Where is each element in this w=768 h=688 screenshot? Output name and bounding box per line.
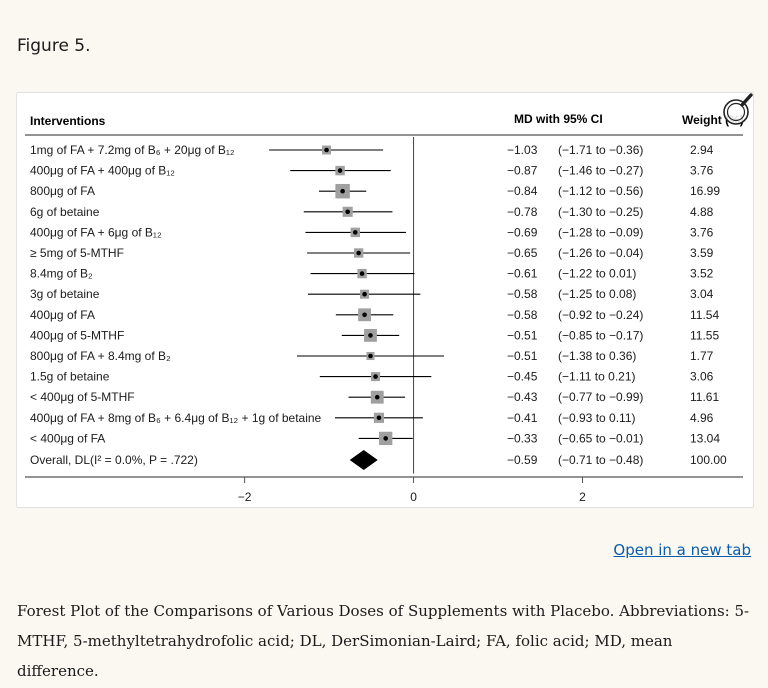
ci-value: (−1.46 to −0.27) [558,164,643,178]
point-estimate [337,168,343,173]
overall-ci-value: (−0.71 to −0.48) [558,453,643,467]
ci-value: (−1.22 to 0.01) [558,267,636,281]
row-label: 400μg of FA + 8mg of B₆ + 6.4μg of B₁₂ +… [30,411,322,425]
row-label: 1mg of FA + 7.2mg of B₆ + 20μg of B₁₂ [30,143,235,157]
ci-value: (−1.12 to −0.56) [558,184,643,198]
ci-value: (−1.30 to −0.25) [558,205,643,219]
x-tick-label: −2 [238,490,252,504]
row-label: 400μg of 5-MTHF [30,328,124,342]
open-in-new-tab-link[interactable]: Open in a new tab [613,541,751,559]
overall-diamond [349,450,378,470]
point-estimate [359,271,365,276]
point-estimate [373,374,378,379]
point-estimate [383,436,388,441]
ci-value: (−0.65 to −0.01) [558,431,643,445]
row-label: < 400μg of FA [30,431,105,445]
overall-weight-value: 100.00 [690,453,727,467]
ci-value: (−1.11 to 0.21) [558,370,636,384]
weight-value: 11.55 [690,328,719,342]
md-value: −0.84 [507,184,538,198]
md-value: −1.03 [507,143,538,157]
md-value: −0.61 [507,267,538,281]
weight-value: 4.88 [690,205,714,219]
overall-label: Overall, DL(I² = 0.0%, P = .722) [30,453,198,467]
row-label: 800μg of FA + 8.4mg of B₂ [30,349,171,363]
md-value: −0.51 [507,349,538,363]
md-value: −0.58 [507,308,538,322]
row-label: 1.5g of betaine [30,370,110,384]
md-value: −0.51 [507,328,538,342]
row-label: 400μg of FA [30,308,95,322]
weight-value: 13.04 [690,431,720,445]
md-value: −0.43 [507,390,538,404]
ci-value: (−0.93 to 0.11) [558,411,636,425]
ci-value: (−0.77 to −0.99) [558,390,643,404]
point-estimate [324,147,329,153]
weight-value: 3.04 [690,287,714,301]
ci-value: (−0.85 to −0.17) [558,328,643,342]
weight-value: 3.76 [690,164,714,178]
md-value: −0.78 [507,205,538,219]
row-label: 8.4mg of B₂ [30,267,93,281]
point-estimate [368,353,373,359]
weight-value: 1.77 [690,349,714,363]
point-estimate [374,394,380,400]
row-label: 800μg of FA [30,184,95,198]
ci-value: (−1.26 to −0.04) [558,246,643,260]
point-estimate [340,188,345,194]
figure-title: Figure 5. [17,36,91,56]
md-value: −0.58 [507,287,538,301]
magnifier-icon[interactable] [723,93,753,125]
md-value: −0.45 [507,370,538,384]
point-estimate [368,333,373,338]
ci-value: (−1.38 to 0.36) [558,349,636,363]
point-estimate [376,415,382,421]
point-estimate [352,230,358,235]
row-label: 400μg of FA + 400μg of B₁₂ [30,164,175,178]
forest-plot: Interventions MD with 95% CI Weight (%) … [25,93,753,504]
header-interventions: Interventions [30,114,106,128]
md-value: −0.69 [507,225,538,239]
weight-value: 11.61 [690,390,719,404]
point-estimate [345,209,350,215]
weight-value: 3.06 [690,370,714,384]
row-label: ≥ 5mg of 5-MTHF [30,246,124,260]
row-label: 3g of betaine [30,287,100,301]
row-label: < 400μg of 5-MTHF [30,390,135,404]
weight-value: 4.96 [690,411,714,425]
ci-value: (−0.92 to −0.24) [558,308,643,322]
forest-plot-figure: Interventions MD with 95% CI Weight (%) … [16,92,754,508]
md-value: −0.87 [507,164,538,178]
md-value: −0.41 [507,411,538,425]
x-tick-label: 2 [579,490,586,504]
point-estimate [362,312,367,318]
ci-value: (−1.71 to −0.36) [558,143,643,157]
weight-value: 16.99 [690,184,720,198]
point-estimate [362,291,367,297]
header-md-ci: MD with 95% CI [514,112,603,126]
md-value: −0.33 [507,431,538,445]
ci-value: (−1.25 to 0.08) [558,287,636,301]
row-label: 6g of betaine [30,205,100,219]
point-estimate [356,250,361,256]
ci-value: (−1.28 to −0.09) [558,225,643,239]
md-value: −0.65 [507,246,538,260]
weight-value: 2.94 [690,143,714,157]
row-label: 400μg of FA + 6μg of B₁₂ [30,225,162,239]
figure-caption: Forest Plot of the Comparisons of Variou… [17,602,750,680]
x-tick-label: 0 [410,490,417,504]
overall-md-value: −0.59 [507,453,538,467]
weight-value: 11.54 [690,308,719,322]
weight-value: 3.59 [690,246,714,260]
weight-value: 3.52 [690,267,714,281]
weight-value: 3.76 [690,225,714,239]
